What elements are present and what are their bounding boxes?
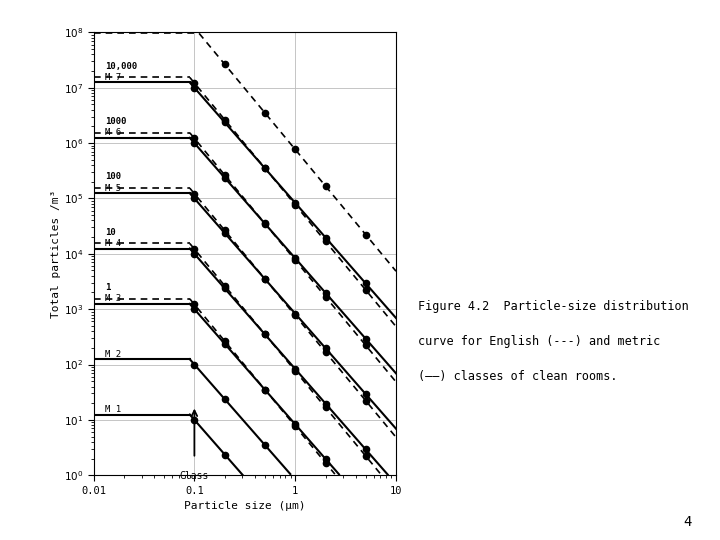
Text: M 5: M 5: [105, 184, 121, 193]
Text: Class: Class: [180, 471, 209, 481]
Text: (——) classes of clean rooms.: (——) classes of clean rooms.: [418, 370, 617, 383]
Text: 10,000: 10,000: [105, 62, 138, 71]
Text: M 3: M 3: [105, 294, 121, 303]
X-axis label: Particle size (μm): Particle size (μm): [184, 501, 305, 511]
Text: 100: 100: [105, 172, 121, 181]
Text: M 6: M 6: [105, 128, 121, 137]
Text: M 1: M 1: [105, 405, 121, 414]
Text: M 7: M 7: [105, 73, 121, 82]
Text: M 2: M 2: [105, 349, 121, 359]
Text: 1000: 1000: [105, 117, 127, 126]
Text: 10: 10: [105, 227, 116, 237]
Text: 1: 1: [105, 283, 110, 292]
Y-axis label: Total particles /m³: Total particles /m³: [51, 190, 61, 318]
Text: M 4: M 4: [105, 239, 121, 248]
Text: curve for English (---) and metric: curve for English (---) and metric: [418, 335, 660, 348]
Text: Figure 4.2  Particle-size distribution: Figure 4.2 Particle-size distribution: [418, 300, 688, 313]
Text: 4: 4: [683, 515, 691, 529]
